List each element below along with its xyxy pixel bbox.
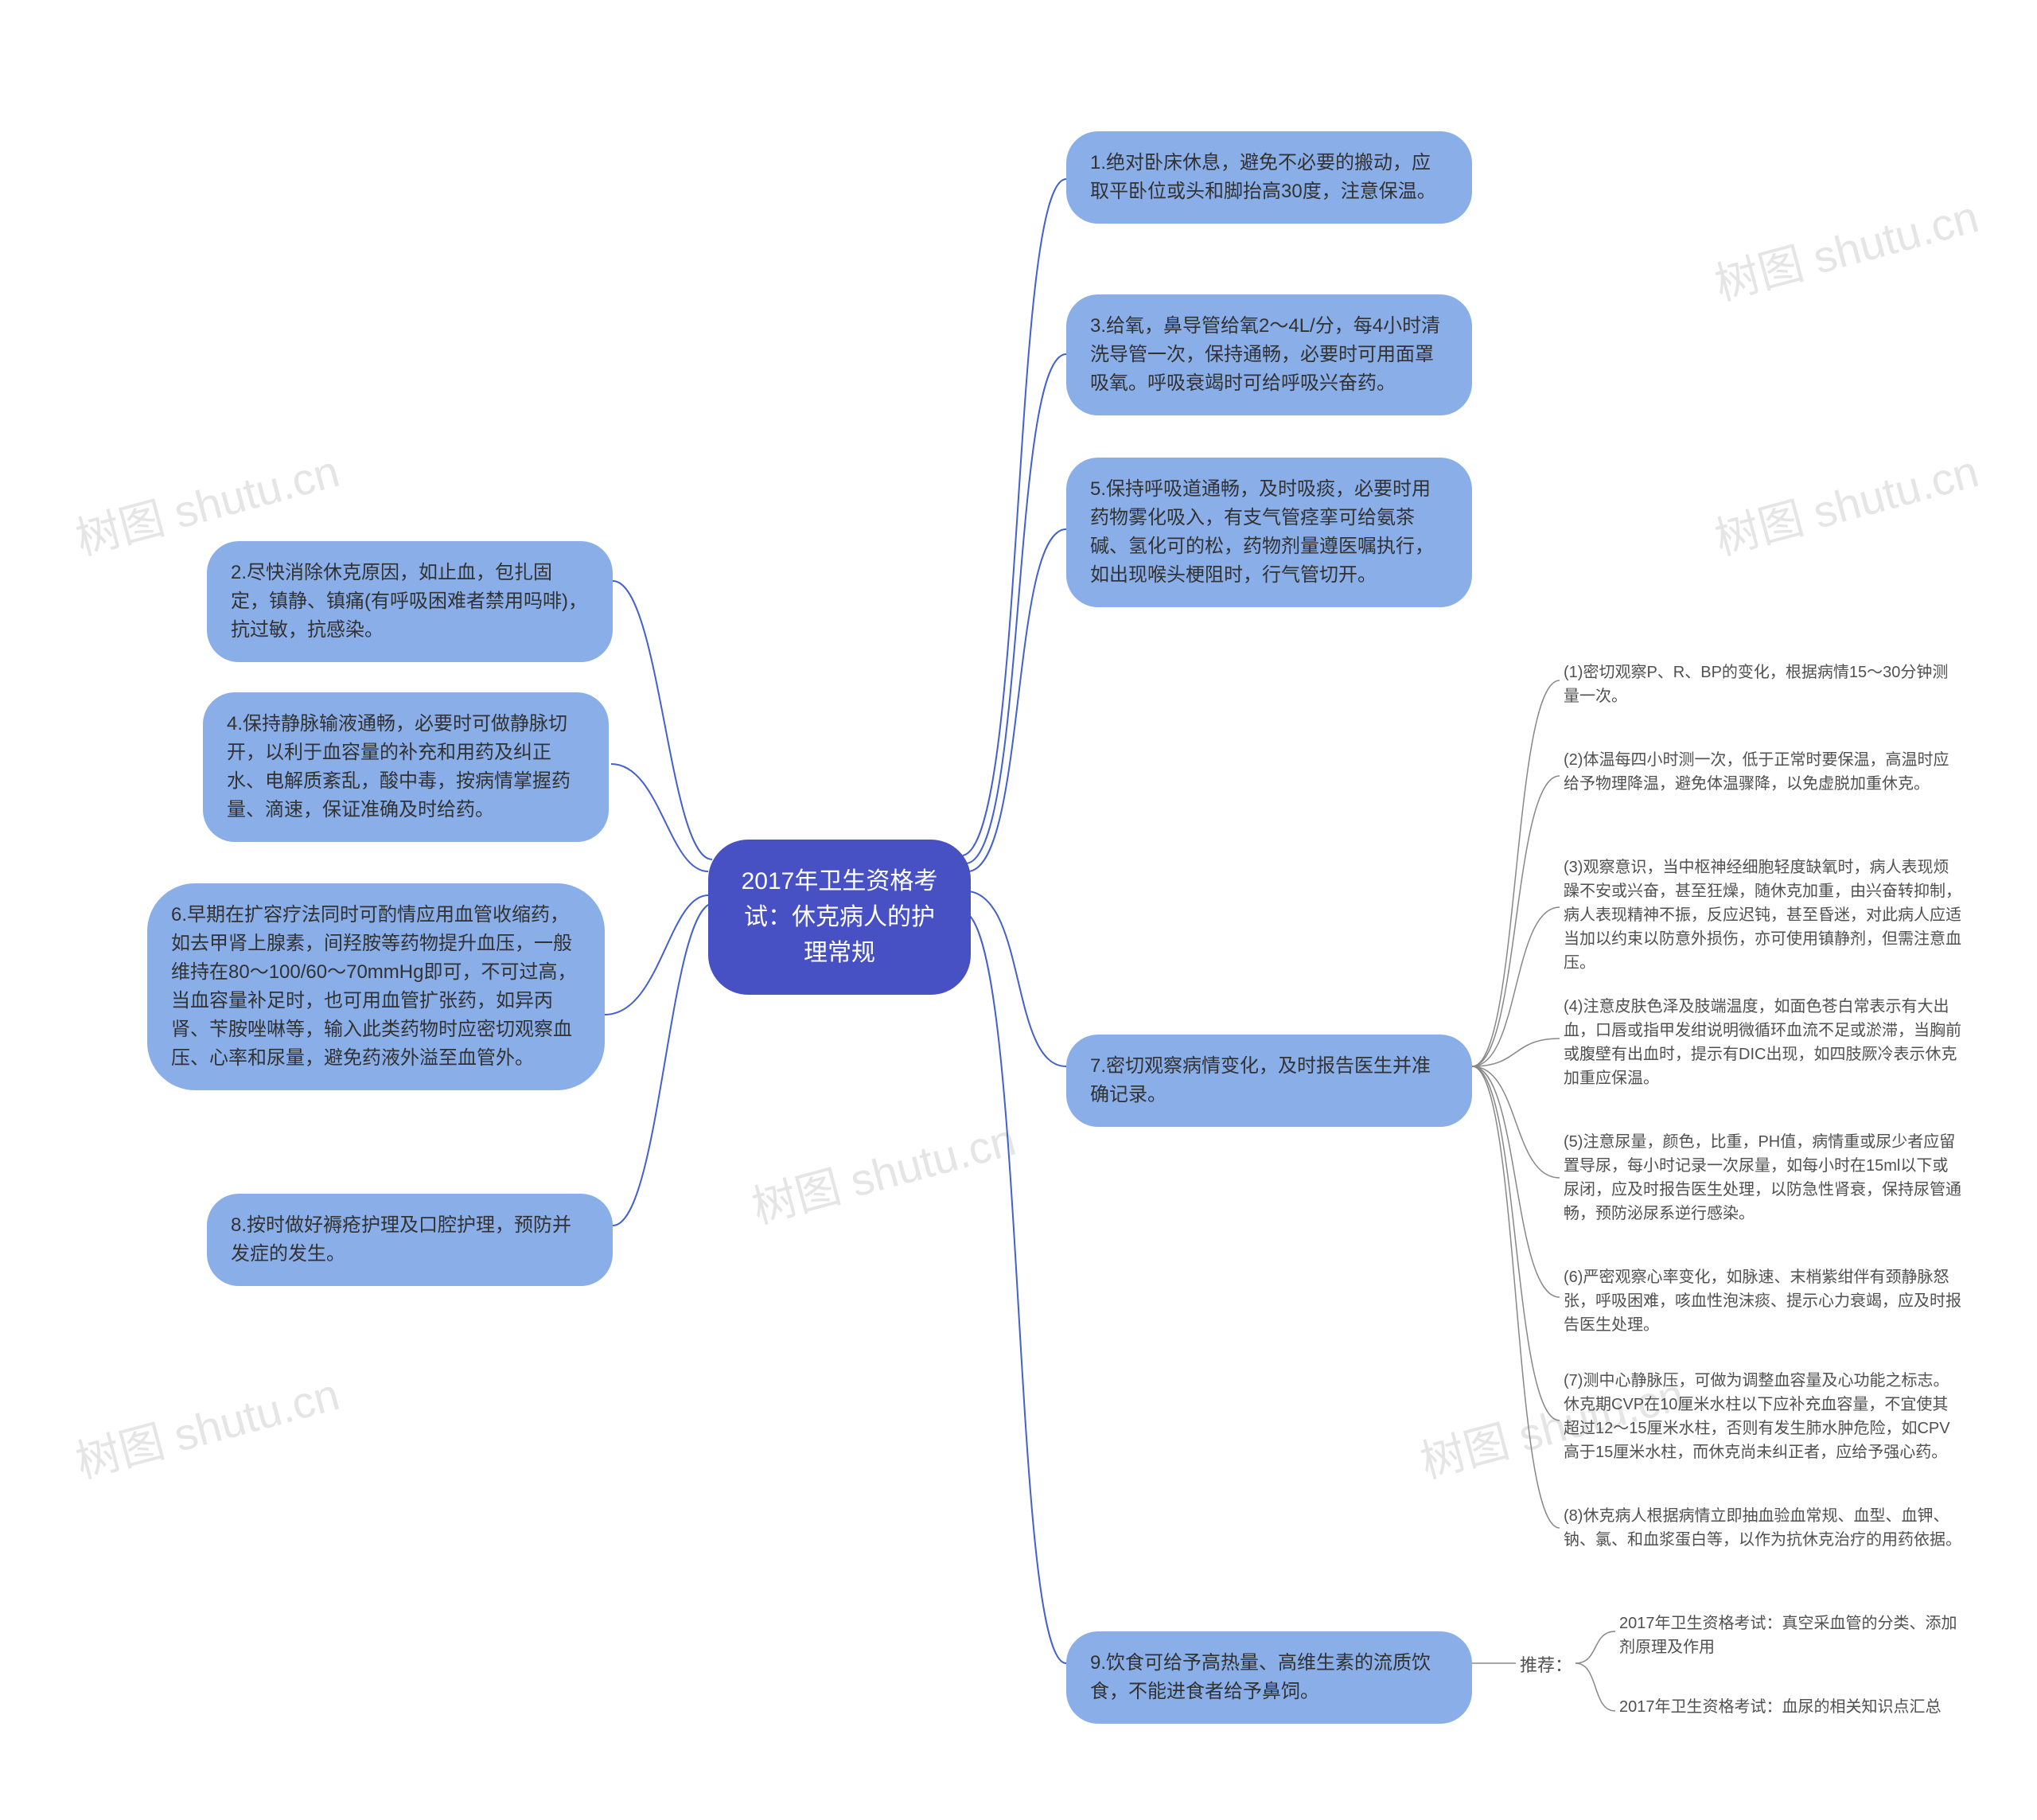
branch-label: 9.饮食可给予高热量、高维生素的流质饮食，不能进食者给予鼻饲。 <box>1090 1652 1431 1702</box>
leaf-7-7: (7)测中心静脉压，可做为调整血容量及心功能之标志。休克期CVP在10厘米水柱以… <box>1564 1369 1961 1464</box>
branch-node-6[interactable]: 6.早期在扩容疗法同时可酌情应用血管收缩药，如去甲肾上腺素，间羟胺等药物提升血压… <box>147 883 605 1090</box>
leaf-9-1: 2017年卫生资格考试：真空采血管的分类、添加剂原理及作用 <box>1619 1611 1969 1659</box>
branch-label: 7.密切观察病情变化，及时报告医生并准确记录。 <box>1090 1055 1431 1105</box>
branch-label: 5.保持呼吸道通畅，及时吸痰，必要时用药物雾化吸入，有支气管痉挛可给氨茶碱、氢化… <box>1090 478 1434 586</box>
leaf-9-2: 2017年卫生资格考试：血尿的相关知识点汇总 <box>1619 1695 1942 1719</box>
leaf-7-6: (6)严密观察心率变化，如脉速、末梢紫绀伴有颈静脉怒张，呼吸困难，咳血性泡沫痰、… <box>1564 1265 1961 1337</box>
branch-label: 3.给氧，鼻导管给氧2～4L/分，每4小时清洗导管一次，保持通畅，必要时可用面罩… <box>1090 315 1440 394</box>
branch-label: 6.早期在扩容疗法同时可酌情应用血管收缩药，如去甲肾上腺素，间羟胺等药物提升血压… <box>171 904 576 1069</box>
branch-node-5[interactable]: 5.保持呼吸道通畅，及时吸痰，必要时用药物雾化吸入，有支气管痉挛可给氨茶碱、氢化… <box>1066 458 1472 607</box>
leaf-7-3: (3)观察意识，当中枢神经细胞轻度缺氧时，病人表现烦躁不安或兴奋，甚至狂燥，随休… <box>1564 855 1961 975</box>
root-node[interactable]: 2017年卫生资格考试：休克病人的护理常规 <box>708 840 971 995</box>
watermark: 树图 shutu.cn <box>1707 181 1984 313</box>
watermark: 树图 shutu.cn <box>744 1104 1022 1236</box>
root-label: 2017年卫生资格考试：休克病人的护理常规 <box>742 868 938 966</box>
recommend-label: 推荐： <box>1520 1651 1572 1677</box>
leaf-7-1: (1)密切观察P、R、BP的变化，根据病情15～30分钟测量一次。 <box>1564 661 1961 708</box>
branch-node-8[interactable]: 8.按时做好褥疮护理及口腔护理，预防并发症的发生。 <box>207 1194 613 1286</box>
branch-node-4[interactable]: 4.保持静脉输液通畅，必要时可做静脉切开，以利于血容量的补充和用药及纠正水、电解… <box>203 692 609 842</box>
branch-node-3[interactable]: 3.给氧，鼻导管给氧2～4L/分，每4小时清洗导管一次，保持通畅，必要时可用面罩… <box>1066 294 1472 415</box>
leaf-7-8: (8)休克病人根据病情立即抽血验血常规、血型、血钾、钠、氯、和血浆蛋白等，以作为… <box>1564 1504 1961 1552</box>
branch-label: 8.按时做好褥疮护理及口腔护理，预防并发症的发生。 <box>231 1214 571 1265</box>
leaf-7-2: (2)体温每四小时测一次，低于正常时要保温，高温时应给予物理降温，避免体温骤降，… <box>1564 748 1961 796</box>
branch-label: 4.保持静脉输液通畅，必要时可做静脉切开，以利于血容量的补充和用药及纠正水、电解… <box>227 713 571 820</box>
watermark: 树图 shutu.cn <box>1707 435 1984 567</box>
watermark: 树图 shutu.cn <box>68 1358 345 1491</box>
branch-node-1[interactable]: 1.绝对卧床休息，避免不必要的搬动，应取平卧位或头和脚抬高30度，注意保温。 <box>1066 131 1472 224</box>
leaf-7-4: (4)注意皮肤色泽及肢端温度，如面色苍白常表示有大出血，口唇或指甲发绀说明微循环… <box>1564 995 1961 1090</box>
branch-label: 2.尽快消除休克原因，如止血，包扎固定，镇静、镇痛(有呼吸困难者禁用吗啡)，抗过… <box>231 562 587 641</box>
branch-node-7[interactable]: 7.密切观察病情变化，及时报告医生并准确记录。 <box>1066 1035 1472 1127</box>
branch-node-2[interactable]: 2.尽快消除休克原因，如止血，包扎固定，镇静、镇痛(有呼吸困难者禁用吗啡)，抗过… <box>207 541 613 662</box>
branch-node-9[interactable]: 9.饮食可给予高热量、高维生素的流质饮食，不能进食者给予鼻饲。 <box>1066 1631 1472 1724</box>
leaf-7-5: (5)注意尿量，颜色，比重，PH值，病情重或尿少者应留置导尿，每小时记录一次尿量… <box>1564 1130 1961 1226</box>
branch-label: 1.绝对卧床休息，避免不必要的搬动，应取平卧位或头和脚抬高30度，注意保温。 <box>1090 152 1436 202</box>
